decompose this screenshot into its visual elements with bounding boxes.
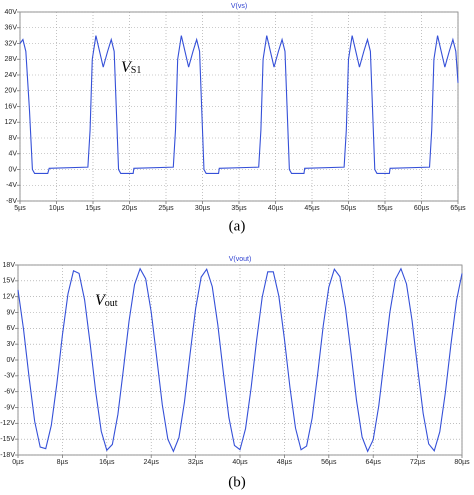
series-line (19, 35, 459, 174)
y-tick-label: 15V (3, 278, 16, 285)
caption: (b) (228, 474, 246, 490)
x-tick-label: 55µs (377, 205, 393, 212)
y-tick-label: -15V (0, 436, 15, 443)
x-tick-label: 56µs (321, 459, 337, 466)
annotation-text: V (95, 292, 107, 309)
y-tick-label: 32V (5, 40, 18, 47)
x-tick-label: 48µs (277, 459, 293, 466)
x-tick-label: 40µs (232, 459, 248, 466)
y-tick-label: 4V (8, 151, 17, 158)
y-tick-label: 6V (6, 325, 15, 332)
y-tick-label: -18V (0, 452, 15, 459)
y-tick-label: -4V (6, 182, 17, 189)
y-tick-label: -3V (4, 373, 15, 380)
chart: V(vout) -18V -15V -12V -9V -6V -3V 0V 3V 6V 9V 12V 1… (0, 256, 470, 491)
y-tick-label: 18V (3, 262, 16, 269)
chart-title: V(vs) (231, 3, 247, 10)
y-tick-label: -8V (6, 198, 17, 205)
x-tick-label: 15µs (85, 205, 101, 212)
chart-title: V(vout) (229, 256, 252, 263)
series-line (17, 267, 463, 453)
y-tick-label: 24V (5, 72, 18, 79)
x-tick-label: 8µs (57, 459, 69, 466)
x-tick-label: 35µs (231, 205, 247, 212)
x-tick-label: 60µs (414, 205, 430, 212)
y-tick-label: 20V (5, 88, 18, 95)
x-tick-label: 20µs (122, 205, 138, 212)
y-tick-label: 9V (6, 309, 15, 316)
caption: (a) (229, 218, 246, 234)
y-tick-label: 40V (5, 9, 18, 16)
x-tick-label: 30µs (195, 205, 211, 212)
annotation: Vout (95, 292, 118, 310)
chart: V(vs) -8V -4V 0V 4V 8V 12V 16V 20V 24V 28V 32V 36V 40… (5, 3, 467, 235)
y-tick-label: 16V (5, 103, 18, 110)
annotation-subscript: S1 (131, 65, 142, 76)
x-tick-label: 5µs (14, 205, 26, 212)
x-tick-label: 65µs (450, 205, 466, 212)
y-tick-label: 36V (5, 25, 18, 32)
x-tick-label: 32µs (188, 459, 204, 466)
x-tick-label: 16µs (99, 459, 115, 466)
x-tick-label: 80µs (454, 459, 470, 466)
x-tick-label: 45µs (304, 205, 320, 212)
y-tick-label: 8V (8, 135, 17, 142)
x-tick-label: 25µs (158, 205, 174, 212)
y-tick-label: 0V (6, 357, 15, 364)
x-tick-label: 0µs (12, 459, 24, 466)
y-tick-label: -12V (0, 420, 15, 427)
x-tick-label: 24µs (144, 459, 160, 466)
y-tick-label: 3V (6, 341, 15, 348)
y-tick-label: 12V (5, 119, 18, 126)
annotation: VS1 (121, 59, 141, 77)
annotation-subscript: out (105, 298, 118, 309)
y-tick-label: -9V (4, 404, 15, 411)
y-tick-label: 0V (8, 166, 17, 173)
annotation-text: V (121, 59, 133, 76)
x-tick-label: 50µs (341, 205, 357, 212)
x-tick-label: 10µs (49, 205, 65, 212)
y-tick-label: -6V (4, 389, 15, 396)
y-tick-label: 12V (3, 294, 16, 301)
x-tick-label: 72µs (410, 459, 426, 466)
y-tick-label: 28V (5, 56, 18, 63)
x-tick-label: 40µs (268, 205, 284, 212)
x-tick-label: 64µs (366, 459, 382, 466)
